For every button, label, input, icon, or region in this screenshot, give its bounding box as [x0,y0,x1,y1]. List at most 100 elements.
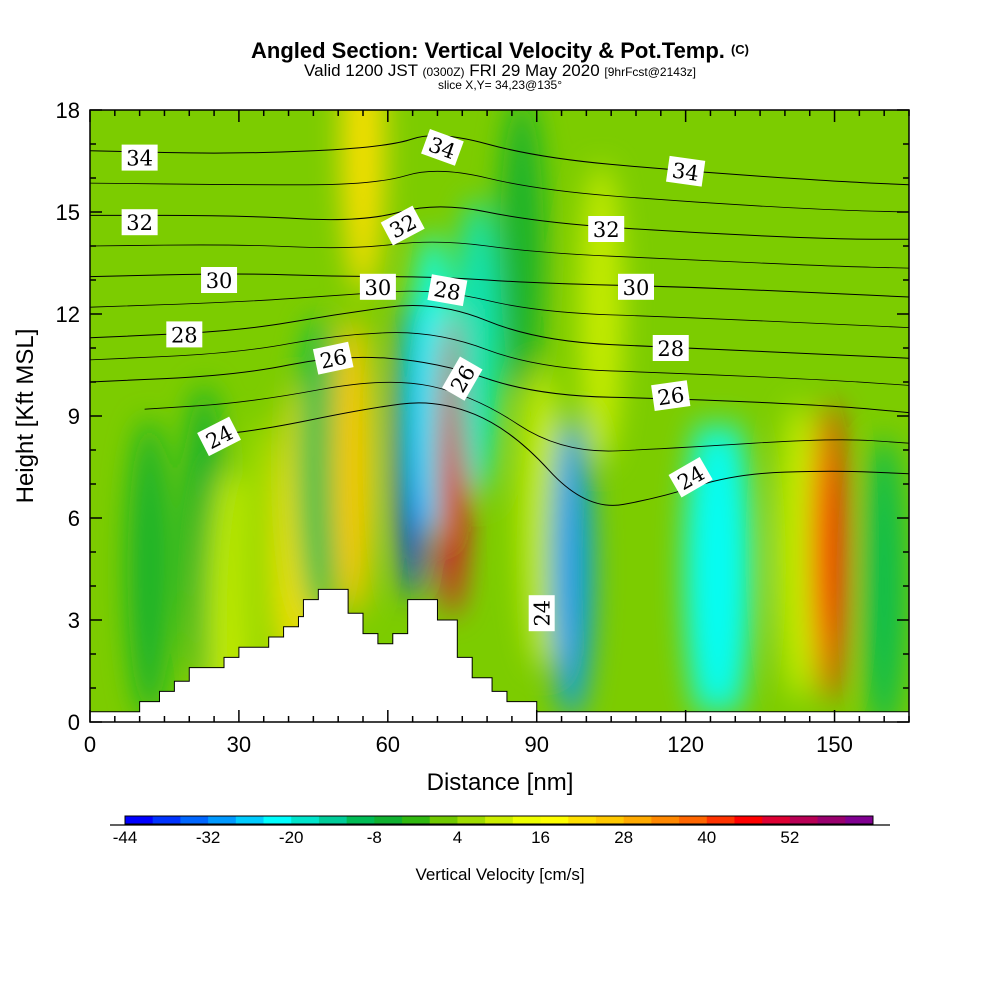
contour-label: 30 [618,273,654,300]
x-tick-label: 120 [667,732,704,757]
colorbar: -44 -32 -20 -8 4 16 28 40 52 [110,815,890,847]
contour-label-text: 32 [593,218,620,242]
y-tick-label: 15 [56,200,80,225]
colorbar-swatch [263,816,292,824]
velocity-core [443,372,462,562]
x-tick-label: 0 [84,732,96,757]
colorbar-swatch [457,816,486,824]
contour-label: 28 [166,321,203,348]
x-tick-label: 30 [227,732,251,757]
velocity-cell [777,402,822,702]
colorbar-swatch [429,816,458,824]
colorbar-tick-label: -8 [367,828,382,847]
contour-label: 32 [121,209,158,236]
colorbar-swatch [706,816,735,824]
isentrope-34 [90,135,909,186]
colorbar-swatch [125,816,154,824]
x-tick-label: 150 [816,732,853,757]
isentrope-minor [144,381,909,452]
colorbar-swatch [789,816,819,824]
colorbar-swatch [318,816,348,824]
contour-label-text: 34 [126,147,153,171]
velocity-cell [455,198,500,498]
x-axis: 0 30 60 90 120 150 [84,110,910,757]
y-tick-label: 6 [68,506,80,531]
x-tick-label: 60 [376,732,400,757]
colorbar-tick-label: 40 [697,828,716,847]
contour-label-text: 32 [126,211,153,235]
contour-label: 24 [528,595,555,632]
colorbar-label: Vertical Velocity [cm/s] [415,865,584,884]
contour-label-text: 26 [656,383,686,410]
colorbar-swatch [623,816,652,824]
contour-label: 34 [666,155,706,187]
pot-temp-contours [90,135,909,506]
colorbar-swatch [762,816,791,824]
contour-label-text: 28 [657,337,684,361]
colorbar-swatch [679,816,708,824]
colorbar-swatch [180,816,209,824]
colorbar-tick-label: 4 [453,828,462,847]
x-axis-title: Distance [nm] [427,769,574,796]
contour-label: 30 [359,273,396,300]
isentrope-32 [90,206,909,240]
velocity-cell [862,436,907,722]
colorbar-swatch [152,816,181,824]
y-tick-label: 12 [56,302,80,327]
velocity-core [820,457,839,647]
isentrope-minor [90,170,909,213]
y-tick-label: 9 [68,404,80,429]
colorbar-tick-label: -20 [279,828,304,847]
velocity-cell [499,110,544,396]
velocity-cell [549,419,594,719]
colorbar-tick-label: -44 [113,828,138,847]
colorbar-swatch [291,816,320,824]
colorbar-tick-label: 28 [614,828,633,847]
isentrope-24 [199,402,909,506]
colorbar-swatch [845,816,874,824]
y-axis-title: Height [Kft MSL] [12,329,39,504]
contour-label: 32 [588,216,625,242]
contour-label: 28 [427,274,468,307]
colorbar-swatch [734,816,763,824]
contour-label: 34 [421,129,464,166]
contour-label-text: 30 [206,269,233,293]
y-tick-label: 3 [68,608,80,633]
colorbar-swatch [595,816,625,824]
contour-label-text: 28 [171,323,198,347]
colorbar-swatch [540,816,569,824]
colorbar-tick-label: -32 [196,828,221,847]
isentrope-minor [90,241,909,269]
contour-label: 26 [651,380,691,411]
contour-label-text: 28 [432,277,462,305]
colorbar-swatch [512,816,542,824]
x-tick-label: 90 [524,732,548,757]
isentrope-minor [90,332,909,386]
contour-label: 24 [668,456,713,498]
velocity-cell [331,317,376,617]
colorbar-swatch [817,816,846,824]
colorbar-swatch [374,816,403,824]
contour-label-text: 24 [531,600,555,627]
isentrope-28 [90,305,909,359]
y-tick-label: 18 [56,98,80,123]
contour-label-text: 26 [318,345,349,374]
velocity-cell [708,419,753,719]
colorbar-tick-label: 16 [531,828,550,847]
contour-label-text: 30 [623,276,650,300]
chart-subtitle: Valid 1200 JST (0300Z) FRI 29 May 2020 [… [304,61,696,80]
contour-label: 28 [652,335,689,361]
colorbar-swatch [235,816,265,824]
colorbar-swatch [485,816,514,824]
velocity-cell [341,110,385,294]
contour-label-text: 30 [365,276,392,300]
contour-label: 30 [201,267,238,293]
y-axis: 0 3 6 9 12 15 18 [56,98,909,735]
colorbar-swatch [208,816,237,824]
velocity-cell [127,419,172,719]
contour-label: 34 [121,144,158,171]
y-tick-label: 0 [68,710,80,735]
